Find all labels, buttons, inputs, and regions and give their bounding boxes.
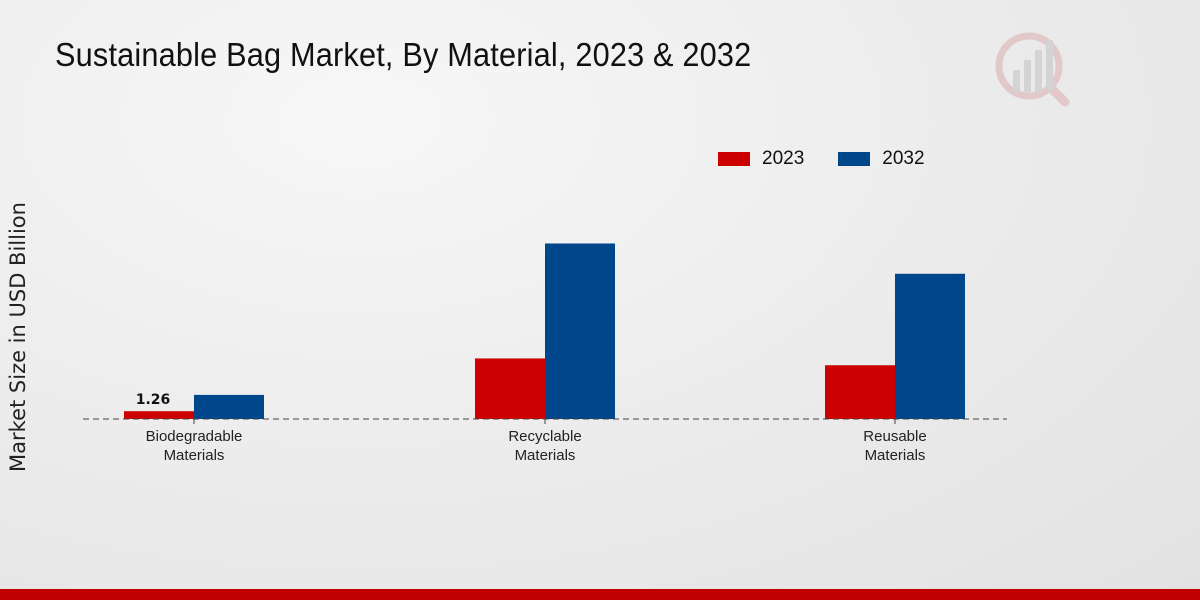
bar-2032-2 [895,273,965,419]
legend-label-2032: 2032 [882,148,925,169]
chart-magnifier-icon [995,32,1070,107]
legend-item-2023: 2023 [718,148,804,170]
x-tick-label-0-0: Biodegradable [146,428,243,445]
bar-2032-0 [194,394,264,419]
bar-2023-0 [124,411,194,419]
bar-2023-1 [475,358,545,419]
legend-label-2023: 2023 [762,148,805,169]
bar-2023-2 [825,365,895,419]
legend-swatch-2032 [838,152,871,166]
chart-title: Sustainable Bag Market, By Material, 202… [55,36,752,73]
legend: 2023 2032 [718,148,959,170]
footer-accent-bar [0,589,1200,600]
x-tick-label-2-0: Reusable [863,428,926,445]
bar-2032-1 [545,243,615,419]
data-label-0: 1.26 [136,392,171,408]
x-tick-label-2-1: Materials [865,447,926,464]
x-tick-label-0-1: Materials [164,447,225,464]
legend-item-2032: 2032 [838,148,925,170]
x-tick-label-1-0: Recyclable [508,428,581,445]
x-tick-label-1-1: Materials [515,447,576,464]
legend-swatch-2023 [718,152,750,166]
